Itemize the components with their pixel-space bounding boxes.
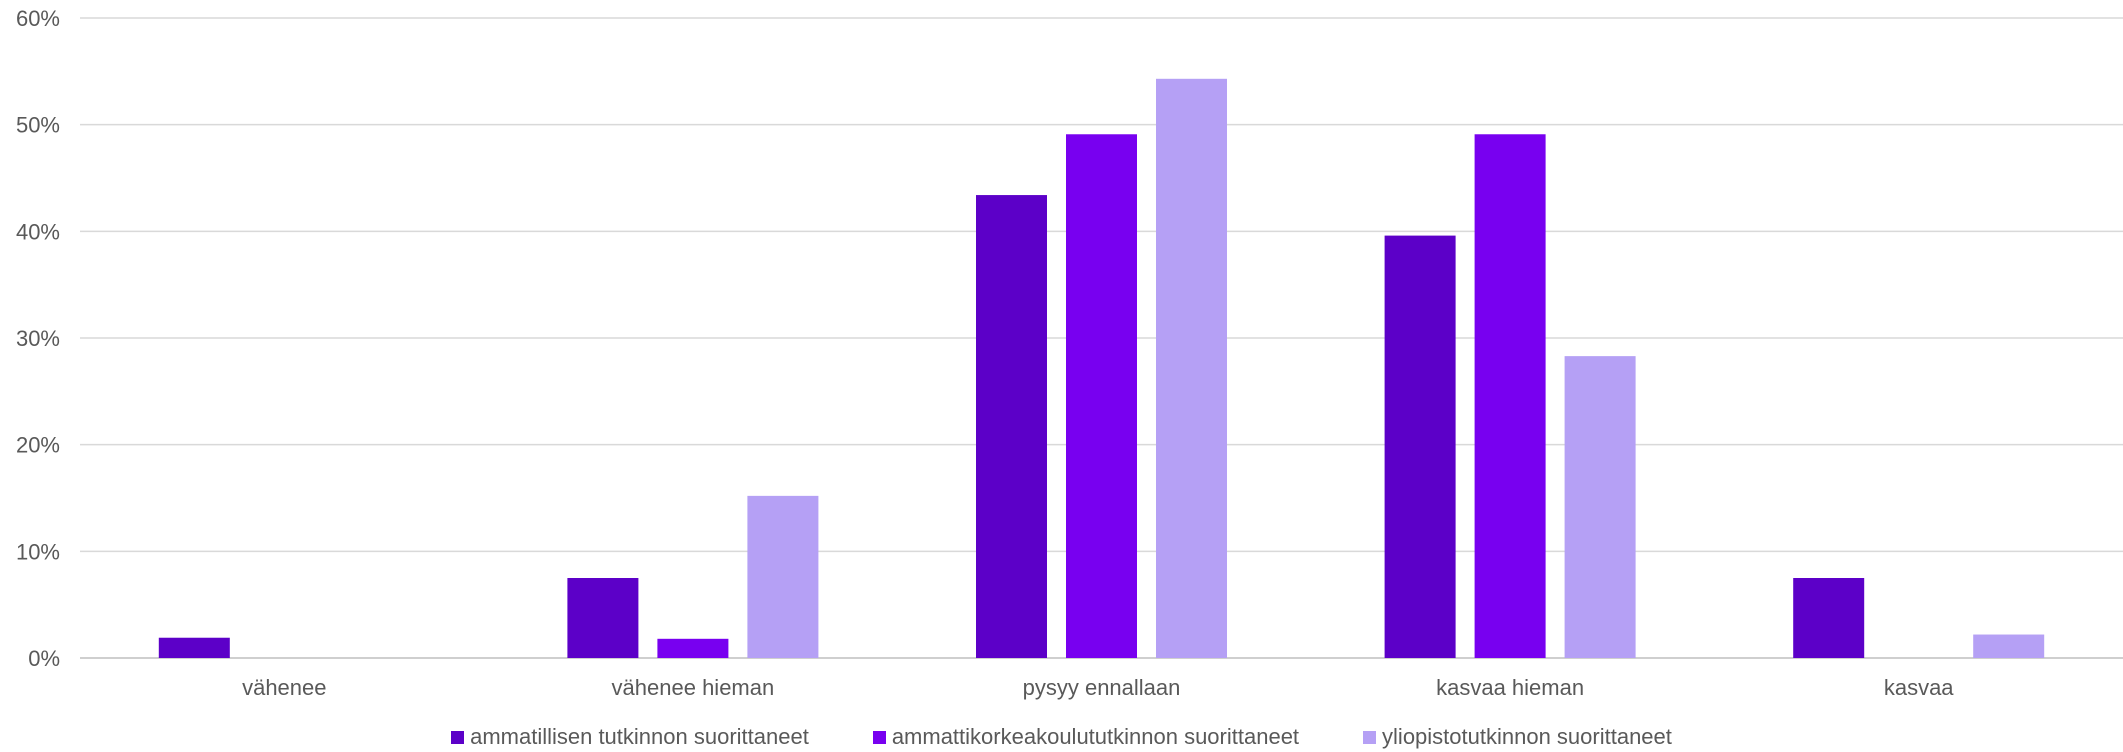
bar[interactable] bbox=[1066, 134, 1137, 658]
y-tick-label: 40% bbox=[16, 219, 60, 244]
x-axis-ticks: vähenee vähenee hieman pysyy ennallaan kasv… bbox=[242, 675, 1954, 700]
y-axis-ticks: 0% 10% 20% 30% 40% 50% 60% bbox=[16, 6, 60, 671]
legend-item-ammatillinen[interactable]: ammatillisen tutkinnon suorittaneet bbox=[451, 724, 809, 750]
legend-swatch-yliopisto bbox=[1363, 730, 1377, 744]
y-tick-label: 60% bbox=[16, 6, 60, 31]
bar[interactable] bbox=[1156, 78, 1227, 659]
bars bbox=[158, 78, 2045, 659]
y-tick-label: 20% bbox=[16, 433, 60, 458]
bar[interactable] bbox=[1793, 578, 1865, 658]
x-tick-label: vähenee bbox=[242, 675, 326, 700]
bar[interactable] bbox=[747, 495, 819, 658]
legend-swatch-ammatillinen bbox=[451, 730, 465, 744]
bar[interactable] bbox=[657, 638, 729, 658]
legend-label-yliopisto: yliopistotutkinnon suorittaneet bbox=[1382, 724, 1672, 749]
bar[interactable] bbox=[1564, 356, 1636, 658]
legend-item-amk[interactable]: ammattikorkeakoulututkinnon suorittaneet bbox=[872, 724, 1300, 750]
y-tick-label: 10% bbox=[16, 539, 60, 564]
x-tick-label: vähenee hieman bbox=[612, 675, 775, 700]
bar[interactable] bbox=[567, 578, 639, 658]
y-tick-label: 30% bbox=[16, 326, 60, 351]
legend: ammatillisen tutkinnon suorittaneet amma… bbox=[0, 722, 2123, 752]
bar[interactable] bbox=[1474, 134, 1546, 658]
y-tick-label: 0% bbox=[28, 646, 60, 671]
x-tick-label: kasvaa bbox=[1884, 675, 1954, 700]
bar[interactable] bbox=[158, 637, 230, 658]
x-tick-label: pysyy ennallaan bbox=[1023, 675, 1181, 700]
legend-swatch-amk bbox=[872, 730, 886, 744]
bar[interactable] bbox=[1973, 634, 2045, 658]
legend-label-amk: ammattikorkeakoulututkinnon suorittaneet bbox=[891, 724, 1300, 749]
x-tick-label: kasvaa hieman bbox=[1436, 675, 1584, 700]
bar[interactable] bbox=[976, 195, 1047, 659]
chart-plot: 0% 10% 20% 30% 40% 50% 60% vähenee vähenee hiem… bbox=[16, 6, 2123, 700]
legend-label-ammatillinen: ammatillisen tutkinnon suorittaneet bbox=[470, 724, 809, 749]
bar[interactable] bbox=[1384, 235, 1456, 658]
legend-item-yliopisto[interactable]: yliopistotutkinnon suorittaneet bbox=[1363, 724, 1672, 750]
y-tick-label: 50% bbox=[16, 113, 60, 138]
